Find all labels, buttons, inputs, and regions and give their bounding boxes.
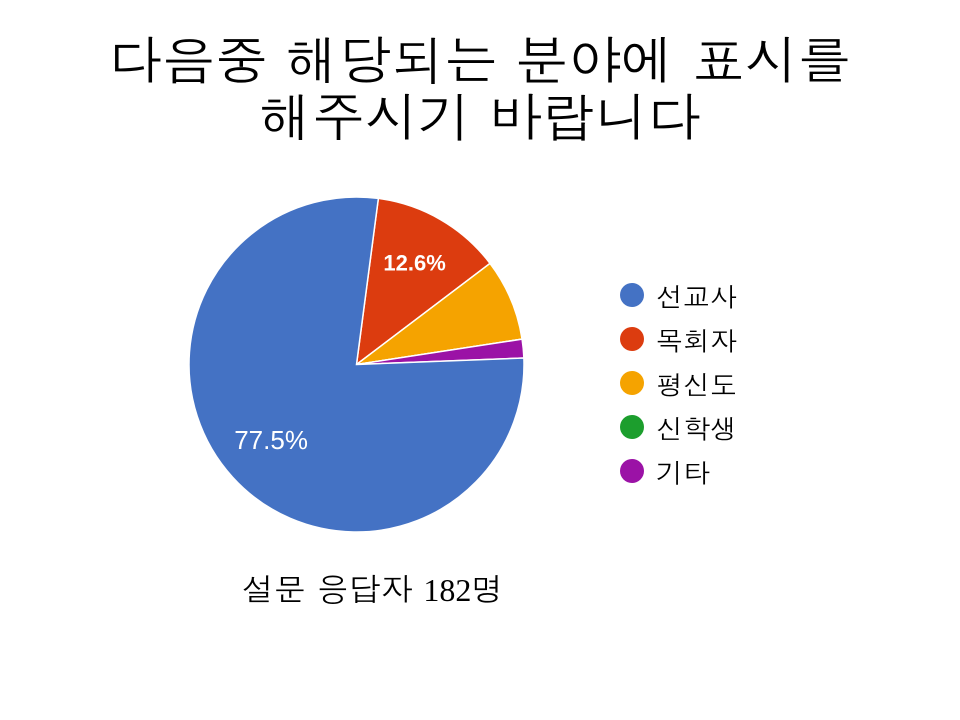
svg-text:77.5%: 77.5% [234,425,308,455]
svg-text:12.6%: 12.6% [383,250,445,275]
